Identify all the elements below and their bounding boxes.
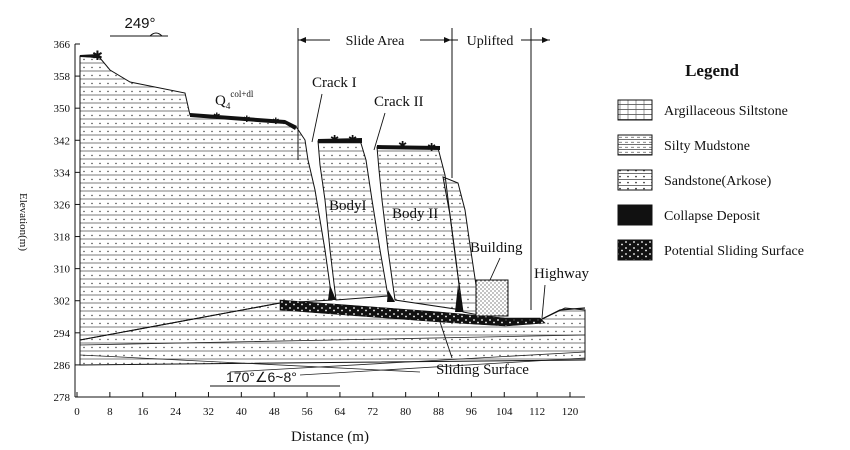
legend-swatch-sandstone [617, 169, 653, 191]
y-tick-label: 286 [54, 360, 71, 372]
crack2-label: Crack II [374, 94, 424, 110]
y-tick-label: 326 [54, 199, 71, 211]
x-tick-label: 64 [334, 406, 346, 418]
zone-slide-area: Slide Area [346, 34, 405, 49]
y-tick-label: 278 [54, 392, 71, 404]
x-tick-label: 56 [302, 406, 314, 418]
x-tick-label: 120 [562, 406, 579, 418]
x-tick-label: 88 [433, 406, 445, 418]
sliding-surface-label: Sliding Surface [436, 362, 529, 378]
orientation-label: 170°∠6~8° [226, 369, 297, 385]
deposit-label: Q4 col+dl [215, 89, 254, 111]
y-tick-label: 358 [54, 71, 71, 83]
bedding-lines [79, 334, 586, 376]
x-axis-label: Distance (m) [291, 429, 369, 445]
legend-swatch-argillaceous [617, 99, 653, 121]
body1-label: BodyI [329, 198, 367, 214]
x-tick-label: 112 [529, 406, 545, 418]
y-tick-label: 342 [54, 135, 71, 147]
tree-icon: ✱ [92, 48, 103, 63]
leader-lines [210, 93, 546, 387]
x-tick-label: 96 [466, 406, 478, 418]
axes [74, 44, 585, 398]
y-tick-label: 302 [54, 296, 71, 308]
y-tick-label: 310 [54, 264, 71, 276]
x-tick-label: 24 [170, 406, 182, 418]
x-tick-label: 0 [74, 406, 80, 418]
highway [505, 307, 586, 321]
x-tick-label: 72 [367, 406, 378, 418]
tree-icons: ✱ ✱ ✱ ✱ ✱ ✱ ✱ ✱ [92, 48, 436, 154]
deposit-label-sup: col+dl [230, 89, 254, 99]
body2-label: Body II [392, 206, 438, 222]
legend: Argillaceous Siltstone Silty Mudstone Sand… [617, 99, 804, 261]
deposit-label-main: Q [215, 93, 226, 109]
rock-mass [79, 55, 586, 366]
y-tick-label: 366 [54, 39, 71, 51]
deposit-label-sub: 4 [226, 101, 231, 111]
crack-infill [328, 285, 463, 312]
y-axis-label: Elevation(m) [17, 193, 29, 251]
x-ticks: 0 8 16 24 32 40 48 56 64 72 80 88 96 104 112 120 [74, 392, 579, 418]
collapse-deposit [80, 54, 440, 150]
x-tick-label: 40 [236, 406, 248, 418]
tree-icon: ✱ [398, 140, 407, 152]
x-tick-label: 104 [496, 406, 513, 418]
tree-icon: ✱ [330, 134, 339, 146]
y-tick-label: 350 [54, 103, 71, 115]
legend-swatch-collapse [617, 204, 653, 226]
building [475, 279, 509, 317]
potential-sliding-surface [279, 299, 546, 327]
x-tick-label: 8 [107, 406, 113, 418]
building-label: Building [470, 240, 523, 256]
legend-label-argillaceous: Argillaceous Siltstone [664, 104, 788, 119]
tree-icon: ✱ [272, 116, 280, 126]
x-tick-label: 32 [203, 406, 214, 418]
y-tick-label: 334 [54, 167, 71, 179]
x-tick-label: 16 [137, 406, 149, 418]
legend-label-sandstone: Sandstone(Arkose) [664, 174, 772, 189]
slide-area-arrow-left [299, 37, 306, 43]
legend-swatch-potential [617, 239, 653, 261]
uplifted-arrow-right [542, 37, 549, 43]
x-tick-label: 80 [400, 406, 412, 418]
y-tick-label: 318 [54, 232, 71, 244]
legend-swatch-silty [617, 134, 653, 156]
tree-icon: ✱ [213, 111, 221, 121]
tree-icon: ✱ [243, 114, 251, 124]
tree-icon: ✱ [427, 142, 436, 154]
highway-label: Highway [534, 266, 589, 282]
tree-icon: ✱ [348, 134, 357, 146]
legend-label-potential: Potential Sliding Surface [664, 244, 804, 259]
strike-label: 249° [124, 15, 155, 32]
legend-title: Legend [685, 61, 739, 80]
legend-label-collapse: Collapse Deposit [664, 209, 760, 224]
strike-bump [149, 32, 163, 37]
legend-label-silty: Silty Mudstone [664, 139, 750, 154]
y-tick-label: 294 [54, 328, 71, 340]
zone-uplifted: Uplifted [467, 34, 514, 49]
y-ticks: 366 358 350 342 334 326 318 310 302 294 286 278 [54, 39, 80, 404]
crack1-label: Crack I [312, 75, 357, 91]
zone-brackets [297, 28, 550, 310]
slide-area-arrow-right [444, 37, 451, 43]
x-tick-label: 48 [269, 406, 281, 418]
